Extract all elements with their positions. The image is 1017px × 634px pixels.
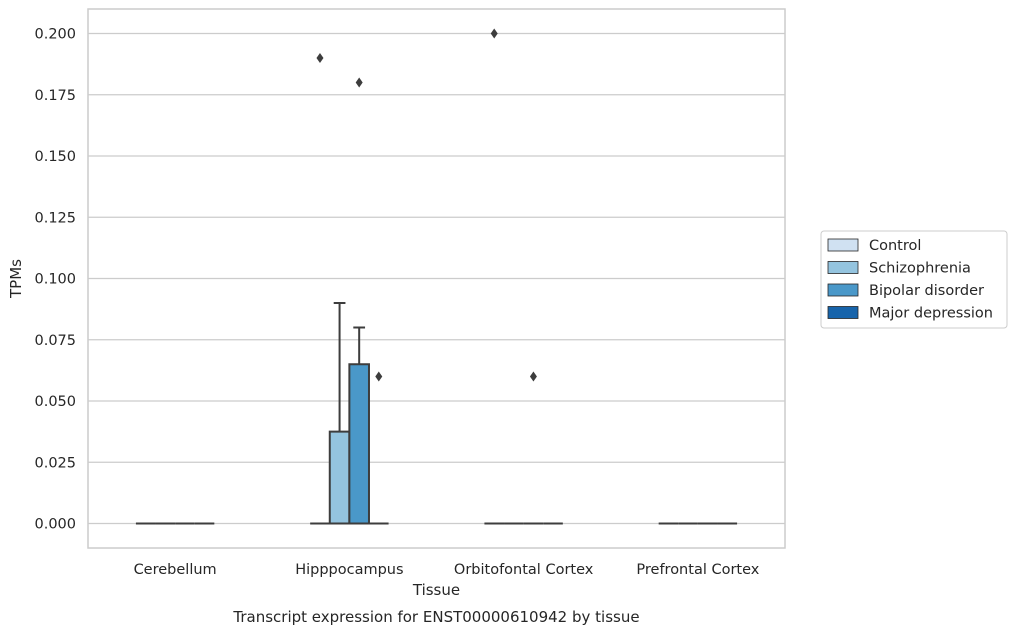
y-tick-label: 0.100 <box>34 272 76 288</box>
y-tick-label: 0.050 <box>34 394 76 410</box>
gridlines <box>88 32 785 525</box>
x-tick-label: Hipppocampus <box>295 562 403 578</box>
outlier-point <box>316 53 324 63</box>
legend-label: Major depression <box>869 306 993 322</box>
legend-item: Major depression <box>827 306 993 322</box>
y-tick-label: 0.000 <box>34 517 76 533</box>
outlier-point <box>375 371 383 382</box>
box-bipolar-disorder <box>523 371 544 525</box>
legend-item: Bipolar disorder <box>827 283 984 299</box>
outlier-point <box>490 28 498 39</box>
box-major-depression <box>368 371 389 525</box>
plot-frame <box>87 8 786 549</box>
legend-item: Control <box>827 238 921 254</box>
box-bipolar-disorder <box>348 77 370 525</box>
box-body <box>348 363 370 525</box>
y-axis-ticks: 0.000 0.025 0.050 0.075 0.100 0.125 0.150 0.175… <box>34 27 76 533</box>
outlier-point <box>529 371 537 382</box>
legend-label: Control <box>869 238 921 254</box>
y-tick-label: 0.200 <box>34 27 76 43</box>
y-tick-label: 0.075 <box>34 333 76 349</box>
legend-swatch <box>827 238 859 252</box>
x-tick-label: Orbitofontal Cortex <box>454 562 594 578</box>
legend-label: Bipolar disorder <box>869 283 984 299</box>
box-body <box>328 430 351 525</box>
legend-swatch <box>827 306 859 319</box>
legend: Control Schizophrenia Bipolar disorder Majo… <box>820 230 1008 329</box>
x-tick-label: Cerebellum <box>134 562 217 578</box>
chart-caption: Transcript expression for ENST0000061094… <box>232 608 639 626</box>
x-axis-ticks: Cerebellum Hipppocampus Orbitofontal Corte… <box>134 562 760 578</box>
legend-swatch <box>827 283 859 297</box>
box-control <box>310 53 330 525</box>
box-control <box>484 28 505 525</box>
legend-item: Schizophrenia <box>827 261 971 277</box>
x-tick-label: Prefrontal Cortex <box>636 562 759 578</box>
outlier-point <box>355 77 363 88</box>
y-tick-label: 0.150 <box>34 149 76 165</box>
y-tick-label: 0.025 <box>34 455 76 471</box>
y-tick-label: 0.125 <box>34 210 76 226</box>
y-axis-label: TPMs <box>7 259 25 299</box>
y-tick-label: 0.175 <box>34 88 76 104</box>
legend-label: Schizophrenia <box>869 261 971 277</box>
box-plot-marks <box>135 28 738 525</box>
legend-swatch <box>827 261 859 274</box>
legend-frame <box>820 230 1008 329</box>
x-axis-label: Tissue <box>412 581 460 599</box>
box-schizophrenia <box>328 302 351 525</box>
